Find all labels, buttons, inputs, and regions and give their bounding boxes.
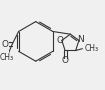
Text: CH₃: CH₃ bbox=[0, 53, 14, 62]
Text: CH₃: CH₃ bbox=[85, 44, 99, 53]
Text: O: O bbox=[1, 40, 8, 49]
Text: O: O bbox=[57, 36, 64, 45]
Text: N: N bbox=[77, 35, 83, 44]
Text: O: O bbox=[62, 56, 69, 65]
